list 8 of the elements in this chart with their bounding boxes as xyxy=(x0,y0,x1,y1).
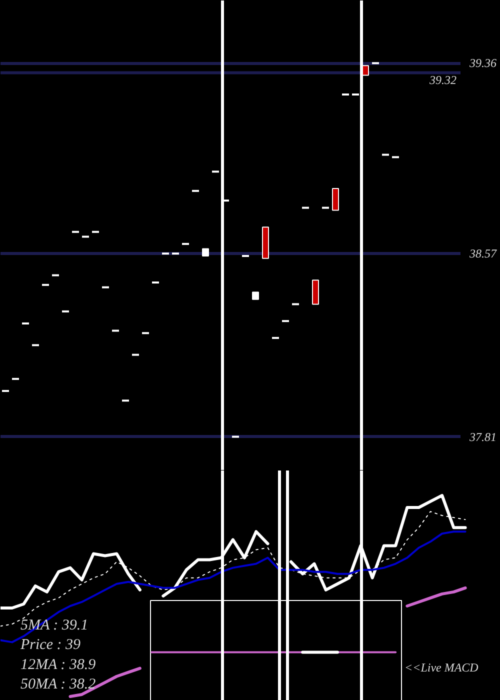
annotation: 50MA : 38.2 xyxy=(20,676,96,693)
annotation: Price : 39 xyxy=(20,637,81,654)
y-tick-label: 38.57 xyxy=(468,246,498,261)
y-tick-label: 39.36 xyxy=(468,56,496,70)
ref-line-label: 39.32 xyxy=(428,72,456,87)
annotation: 12MA : 38.9 xyxy=(20,656,96,673)
annotation: <<Live MACD xyxy=(404,660,479,674)
y-tick-label: 37.81 xyxy=(468,430,496,444)
